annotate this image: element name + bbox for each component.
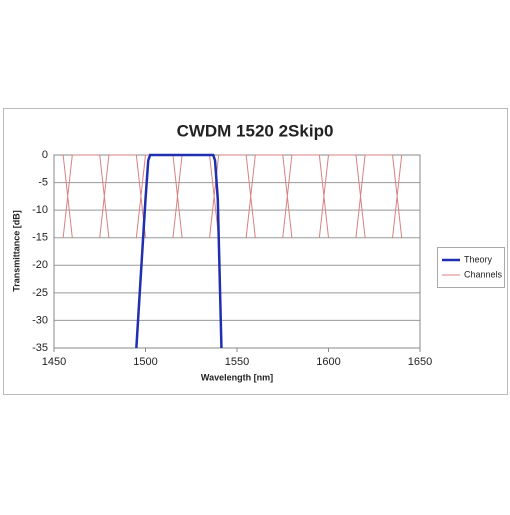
- y-tick-label: -5: [38, 176, 48, 188]
- legend-box: [437, 247, 505, 288]
- y-tick-label: -35: [32, 342, 48, 354]
- legend-label: Theory: [464, 254, 493, 264]
- legend-label: Channels: [464, 269, 503, 279]
- chart-frame: [3, 108, 508, 395]
- series-line: [135, 153, 223, 349]
- x-tick-label: 1450: [42, 356, 66, 368]
- x-tick-label: 1600: [316, 356, 340, 368]
- x-axis-label: Wavelength [nm]: [201, 372, 273, 382]
- x-tick-label: 1650: [408, 356, 432, 368]
- y-tick-label: -25: [32, 287, 48, 299]
- y-tick-label: 0: [42, 149, 48, 161]
- y-tick-label: -10: [32, 204, 48, 216]
- y-tick-label: -20: [32, 259, 48, 271]
- y-tick-label: -30: [32, 314, 48, 326]
- x-tick-label: 1550: [225, 356, 249, 368]
- x-tick-label: 1500: [133, 356, 157, 368]
- chart-title: CWDM 1520 2Skip0: [177, 121, 334, 140]
- y-tick-label: -15: [32, 232, 48, 244]
- y-axis-label: Transmittance [dB]: [11, 210, 21, 292]
